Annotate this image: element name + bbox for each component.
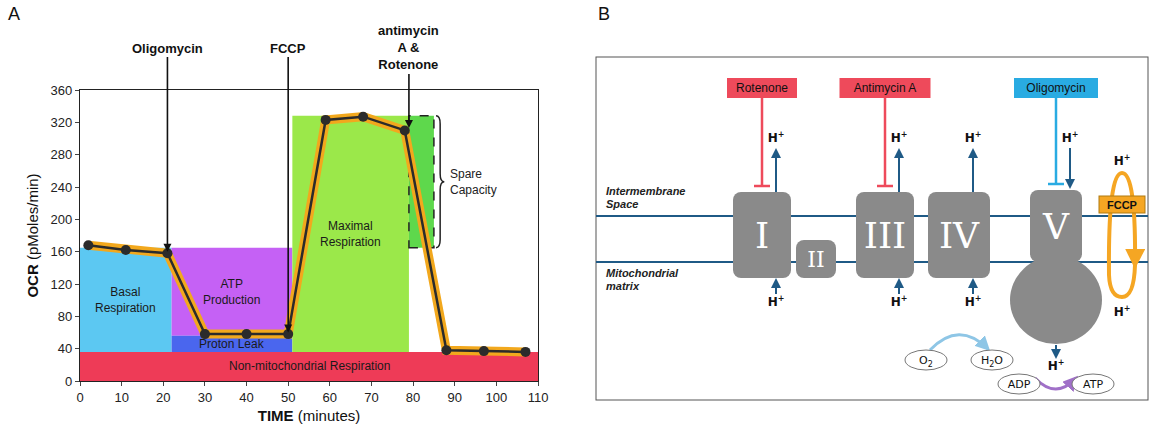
svg-text:FCCP: FCCP [1107,199,1137,211]
svg-text:H+: H+ [768,294,785,309]
svg-text:I: I [755,215,769,256]
svg-text:120: 120 [50,277,72,292]
svg-text:0: 0 [65,374,72,389]
svg-text:Non-mitochondrial Respiration: Non-mitochondrial Respiration [229,359,390,373]
svg-text:Antimycin A: Antimycin A [854,81,917,95]
svg-text:70: 70 [364,390,378,405]
svg-text:TIME (minutes): TIME (minutes) [258,407,361,424]
svg-text:80: 80 [58,309,72,324]
svg-text:IntermembraneSpace: IntermembraneSpace [606,185,685,210]
svg-text:H+: H+ [891,294,908,309]
svg-text:H2O: H2O [981,354,1003,369]
svg-text:Rotenone: Rotenone [736,81,788,95]
svg-text:H+: H+ [965,130,982,145]
svg-text:IV: IV [939,215,980,256]
svg-text:H+: H+ [1114,153,1131,168]
svg-text:90: 90 [447,390,461,405]
svg-text:110: 110 [528,390,549,405]
svg-text:V: V [1042,206,1070,247]
svg-text:BasalRespiration: BasalRespiration [95,285,156,315]
svg-text:160: 160 [50,244,72,259]
svg-text:ATP: ATP [1083,378,1103,391]
svg-text:240: 240 [50,180,72,195]
svg-text:Oligomycin: Oligomycin [1026,81,1085,95]
svg-text:H+: H+ [891,130,908,145]
svg-text:20: 20 [156,390,170,405]
svg-text:O2: O2 [919,354,933,369]
svg-text:0: 0 [76,390,83,405]
svg-text:40: 40 [58,341,72,356]
svg-text:ADP: ADP [1008,378,1031,391]
svg-text:SpareCapacity: SpareCapacity [450,167,497,197]
svg-text:FCCP: FCCP [270,41,306,56]
svg-text:II: II [807,247,824,272]
svg-text:280: 280 [50,147,72,162]
svg-text:60: 60 [323,390,337,405]
svg-text:Mitochondrialmatrix: Mitochondrialmatrix [606,267,679,292]
svg-text:Proton Leak: Proton Leak [199,337,265,351]
svg-text:100: 100 [486,390,508,405]
svg-text:OCR (pMoles/min): OCR (pMoles/min) [24,173,41,297]
html-text:B: B [598,4,610,24]
svg-text:40: 40 [239,390,253,405]
svg-text:ATPProduction: ATPProduction [203,277,260,307]
svg-text:H+: H+ [1062,130,1079,145]
svg-text:H+: H+ [965,294,982,309]
svg-text:320: 320 [50,115,72,130]
svg-text:50: 50 [281,390,295,405]
svg-text:III: III [864,215,907,256]
svg-text:80: 80 [406,390,420,405]
svg-text:antimycinA &Rotenone: antimycinA &Rotenone [378,23,439,72]
svg-text:H+: H+ [1114,304,1131,319]
svg-text:10: 10 [114,390,128,405]
svg-text:360: 360 [50,83,72,98]
svg-text:30: 30 [198,390,212,405]
svg-text:MaximalRespiration: MaximalRespiration [320,219,381,249]
svg-text:H+: H+ [1048,358,1065,373]
svg-text:H+: H+ [768,130,785,145]
html-text:A: A [8,4,20,24]
svg-text:200: 200 [50,212,72,227]
svg-text:Oligomycin: Oligomycin [132,41,203,56]
